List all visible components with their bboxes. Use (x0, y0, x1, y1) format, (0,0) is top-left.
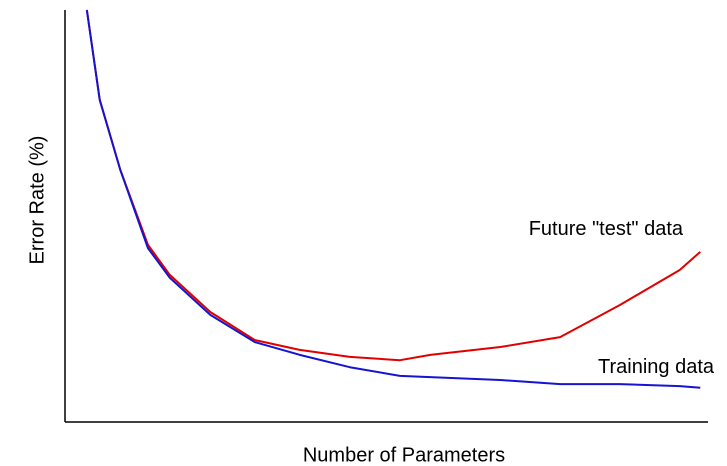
line-series (85, 9, 701, 362)
x-axis-label: Number of Parameters (303, 444, 505, 466)
y-axis-label: Error Rate (%) (26, 136, 48, 265)
legend-label: Training data (598, 356, 715, 378)
legend-label: Future "test" data (529, 218, 684, 240)
line-series (85, 9, 701, 389)
